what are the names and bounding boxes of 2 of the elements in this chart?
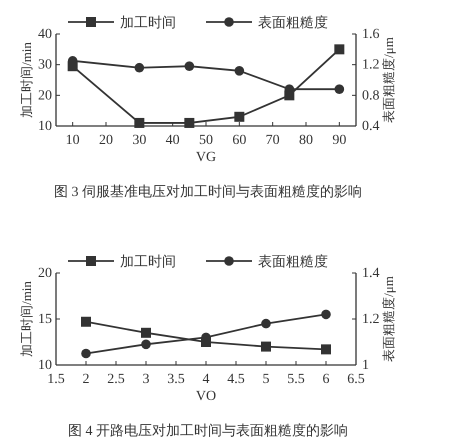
caption: 图 3 伺服基准电压对加工时间与表面粗糙度的影响: [54, 185, 362, 200]
caption: 图 4 开路电压对加工时间与表面粗糙度的影响: [68, 424, 348, 439]
